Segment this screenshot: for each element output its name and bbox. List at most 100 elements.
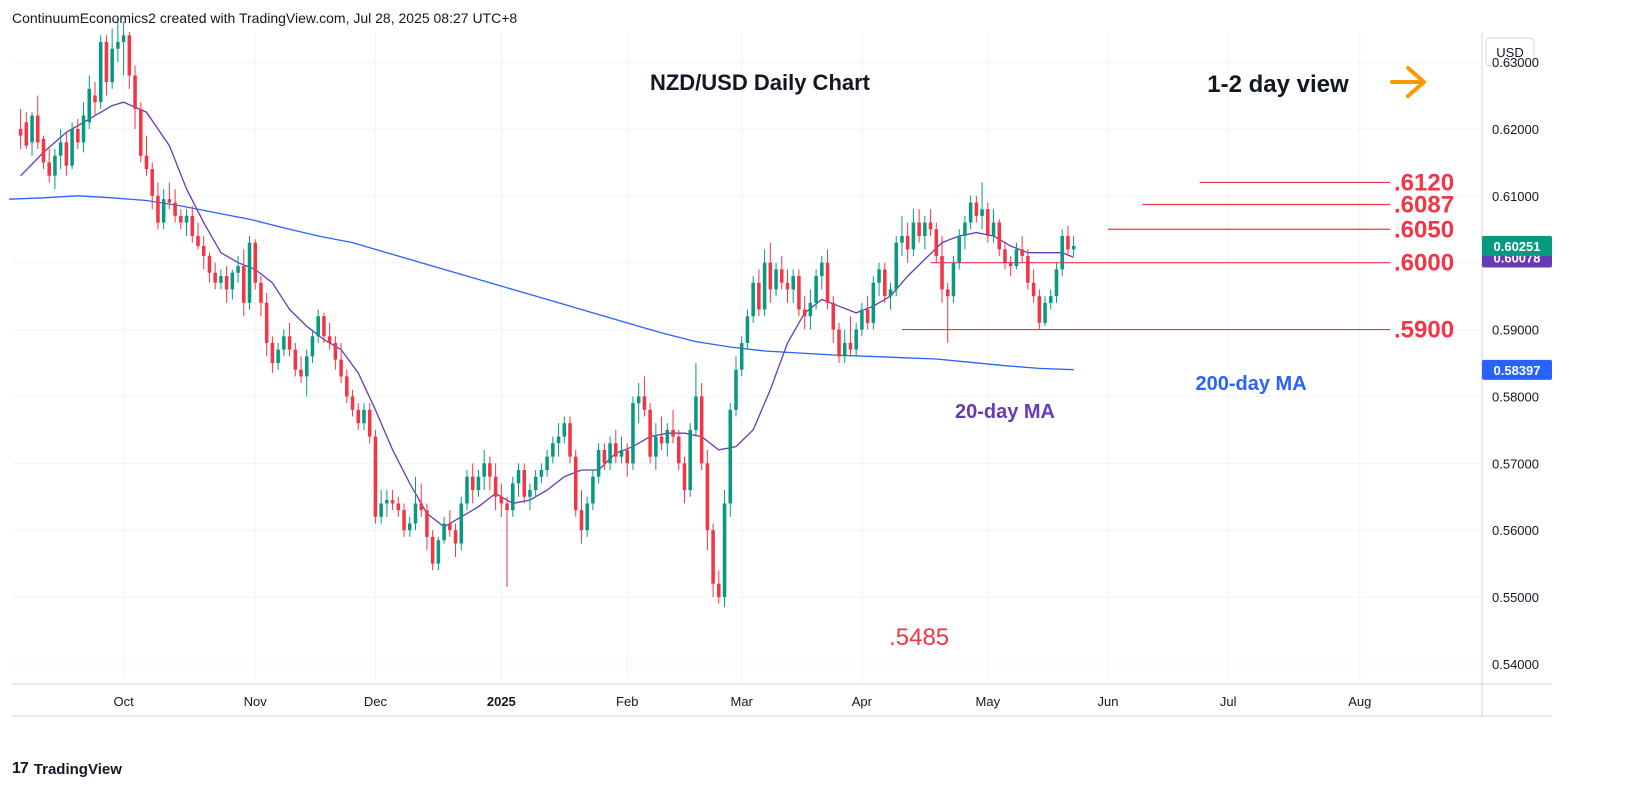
arrow-right-icon — [1390, 66, 1426, 98]
candle — [705, 449, 710, 551]
candle-body — [425, 510, 429, 537]
candle — [259, 276, 263, 317]
candle-body — [636, 396, 641, 404]
candle-body — [911, 222, 916, 250]
candle-body — [665, 429, 670, 444]
candle-body — [430, 536, 435, 564]
candle-body — [974, 202, 979, 216]
candle — [986, 202, 990, 243]
candle — [997, 219, 1002, 257]
candle — [350, 389, 355, 417]
tradingview-logo[interactable]: 17 TradingView — [12, 760, 122, 778]
y-tick-label: 0.59000 — [1492, 323, 1539, 338]
candle-body — [482, 463, 486, 477]
candle — [459, 496, 464, 551]
candle-body — [201, 245, 206, 257]
candle-body — [1066, 235, 1070, 250]
candle-body — [1031, 282, 1036, 297]
candle-body — [407, 523, 412, 531]
candle-body — [465, 476, 469, 504]
candle-body — [345, 376, 349, 397]
candle-body — [488, 463, 492, 477]
candle — [476, 470, 481, 497]
candle — [430, 530, 435, 571]
candle-body — [316, 316, 320, 337]
candle-body — [671, 429, 675, 437]
candle — [888, 282, 893, 310]
axes-group: USD0.630000.620000.610000.600000.590000.… — [12, 32, 1552, 717]
candle-body — [934, 229, 939, 257]
candle-body — [493, 476, 498, 497]
candle-body — [179, 215, 183, 223]
candle — [573, 449, 578, 517]
candle-body — [47, 162, 51, 176]
candle-body — [562, 423, 567, 437]
candle-body — [230, 272, 235, 290]
candle — [385, 490, 389, 517]
candle — [545, 449, 549, 477]
candle-body — [173, 202, 177, 216]
candle — [688, 423, 692, 497]
y-tick-label: 0.54000 — [1492, 657, 1539, 672]
candle-body — [1054, 269, 1059, 297]
candle-body — [1008, 262, 1013, 267]
candle — [831, 296, 836, 343]
candle-body — [436, 540, 441, 564]
candle-body — [253, 242, 258, 283]
candle-body — [1026, 256, 1030, 283]
candle-body — [745, 316, 750, 343]
candle — [104, 35, 109, 96]
candle-body — [722, 503, 727, 598]
candle-body — [150, 169, 154, 196]
candle-body — [299, 369, 303, 377]
candle-body — [545, 456, 549, 471]
candle-body — [556, 436, 561, 444]
candle — [488, 456, 492, 491]
candle — [196, 222, 200, 250]
level-label: .5900 — [1394, 317, 1454, 344]
candle-body — [522, 470, 527, 497]
candle — [138, 102, 143, 163]
candle-body — [894, 242, 899, 290]
candle — [35, 95, 40, 150]
candle-body — [1037, 296, 1042, 323]
x-tick-label: May — [976, 694, 1001, 709]
candle — [596, 443, 601, 484]
candle-body — [213, 272, 217, 283]
candle — [367, 403, 372, 444]
candle-body — [53, 155, 57, 176]
candle-body — [293, 349, 298, 370]
candle-body — [322, 316, 326, 337]
candle — [253, 239, 258, 290]
candle — [53, 149, 57, 190]
candle — [327, 322, 332, 350]
candle — [1020, 235, 1024, 263]
candle-body — [385, 500, 389, 504]
candle — [24, 112, 29, 150]
candle-body — [963, 222, 967, 236]
candle — [774, 262, 778, 297]
candle-body — [453, 530, 458, 544]
candle — [465, 470, 469, 511]
candle-body — [699, 396, 704, 464]
candle-body — [688, 429, 692, 491]
candle-body — [516, 470, 521, 484]
x-tick-label: Mar — [731, 694, 754, 709]
candle — [676, 429, 681, 471]
candle-body — [528, 490, 532, 497]
candle — [316, 309, 320, 343]
candle — [207, 252, 212, 283]
ma200-price-tag-text: 0.58397 — [1494, 363, 1541, 378]
ma20-line — [20, 101, 1074, 528]
x-tick-label: Aug — [1348, 694, 1371, 709]
candle — [940, 235, 944, 303]
candle — [242, 249, 246, 317]
candle — [842, 329, 847, 364]
candle — [396, 496, 401, 517]
candle-body — [356, 409, 361, 424]
candle — [945, 282, 950, 343]
candle — [70, 122, 74, 170]
candle-body — [820, 262, 824, 277]
candle — [539, 463, 544, 484]
